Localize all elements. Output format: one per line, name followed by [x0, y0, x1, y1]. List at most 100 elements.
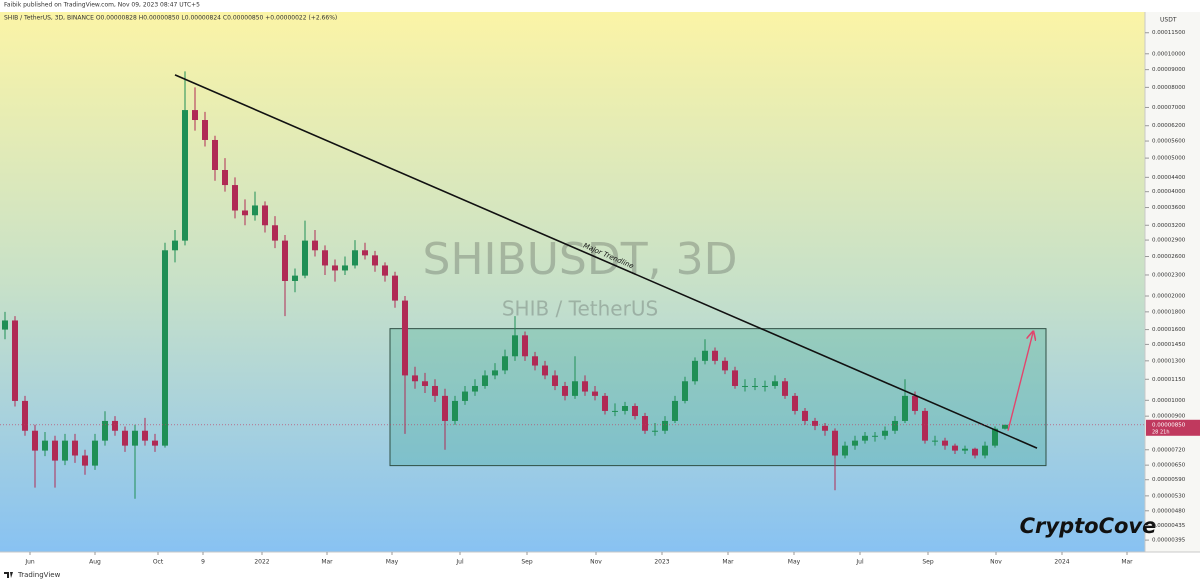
- candle-body: [812, 420, 818, 426]
- x-tick-label: Sep: [521, 559, 533, 566]
- candle-body: [432, 385, 438, 396]
- candle-body: [82, 455, 88, 466]
- brand: CryptoCove: [1020, 514, 1157, 538]
- candle-body: [882, 430, 888, 436]
- watermark-sub: SHIB / TetherUS: [502, 297, 658, 321]
- plot-background: [0, 12, 1145, 552]
- candle-body: [712, 350, 718, 361]
- y-tick-label: 0.00002900: [1152, 238, 1186, 244]
- candle-body: [772, 381, 778, 386]
- y-tick-label: 0.00009000: [1152, 67, 1186, 73]
- candle-body: [32, 430, 38, 451]
- candle-body: [542, 365, 548, 376]
- candle-body: [452, 400, 458, 421]
- countdown: 28 21h: [1152, 429, 1169, 435]
- price-axis-background: [1145, 12, 1200, 552]
- candle-body: [782, 381, 788, 396]
- candle-body: [422, 381, 428, 386]
- price-label: 0.00000850: [1152, 422, 1186, 428]
- x-tick-label: Sep: [922, 559, 934, 566]
- x-tick-label: Mar: [1121, 559, 1133, 566]
- x-tick-label: Mar: [722, 559, 734, 566]
- x-tick-label: Jun: [24, 559, 35, 566]
- x-tick-label: Jul: [855, 559, 864, 566]
- candle-body: [332, 265, 338, 271]
- candle-body: [312, 240, 318, 251]
- y-tick-label: 0.00000650: [1152, 463, 1186, 469]
- candle-body: [322, 250, 328, 266]
- candle-body: [372, 255, 378, 266]
- y-tick-label: 0.00005600: [1152, 139, 1186, 145]
- projection-arrow: [1007, 332, 1033, 431]
- y-tick-label: 0.00000900: [1152, 414, 1186, 420]
- candle-body: [822, 425, 828, 431]
- candle-body: [512, 335, 518, 357]
- y-tick-label: 0.00005000: [1152, 156, 1186, 162]
- y-tick-label: 0.00002300: [1152, 272, 1186, 278]
- y-tick-label: 0.00006200: [1152, 123, 1186, 129]
- candle-body: [42, 440, 48, 451]
- y-tick-label: 0.00007000: [1152, 105, 1186, 111]
- candle-body: [412, 375, 418, 382]
- candle-body: [692, 360, 698, 382]
- x-tick-label: Nov: [590, 559, 602, 566]
- candle-body: [122, 430, 128, 446]
- y-tick-label: 0.00004400: [1152, 175, 1186, 181]
- candle-body: [602, 395, 608, 411]
- candle-body: [402, 300, 408, 376]
- x-tick-label: Jul: [455, 559, 464, 566]
- y-tick-label: 0.00001600: [1152, 327, 1186, 333]
- candle-body: [592, 391, 598, 396]
- x-tick-label: Oct: [153, 559, 164, 566]
- logo: TradingView: [17, 571, 61, 579]
- candle-body: [52, 440, 58, 461]
- candle-body: [172, 240, 178, 251]
- candle-body: [762, 385, 768, 387]
- candle-body: [672, 400, 678, 421]
- x-tick-label: Mar: [321, 559, 333, 566]
- x-tick-label: May: [788, 559, 801, 566]
- candle-body: [12, 320, 18, 401]
- x-tick-label: 2024: [1054, 559, 1069, 566]
- candle-body: [102, 420, 108, 441]
- candle-body: [862, 435, 868, 441]
- candle-body: [902, 395, 908, 421]
- candle-body: [362, 250, 368, 256]
- candle-body: [192, 110, 198, 121]
- candle-body: [92, 440, 98, 466]
- candle-body: [722, 360, 728, 371]
- candle-body: [982, 445, 988, 456]
- candle-body: [662, 420, 668, 431]
- candle-body: [212, 139, 218, 170]
- symbol-legend: SHIB / TetherUS, 3D, BINANCE O0.00000828…: [4, 15, 337, 22]
- logo-icon: [4, 572, 13, 578]
- candle-body: [922, 410, 928, 441]
- candle-body: [292, 275, 298, 281]
- candle-body: [852, 440, 858, 446]
- candle-body: [892, 420, 898, 431]
- y-tick-label: 0.00001800: [1152, 309, 1186, 315]
- y-tick-label: 0.00000435: [1152, 523, 1186, 529]
- candle-body: [572, 381, 578, 396]
- candle-body: [482, 375, 488, 386]
- candle-body: [232, 185, 238, 211]
- candle-body: [792, 395, 798, 411]
- x-tick-label: 2022: [254, 559, 269, 566]
- publisher: Faibik published on TradingView.com, Nov…: [4, 2, 200, 9]
- candle-body: [962, 448, 968, 451]
- candle-body: [642, 416, 648, 431]
- candle-body: [802, 410, 808, 421]
- candle-body: [392, 275, 398, 301]
- y-tick-label: 0.00002000: [1152, 294, 1186, 300]
- y-tick-label: 0.00000720: [1152, 447, 1186, 453]
- price-label-box: [1146, 419, 1200, 436]
- candle-body: [242, 210, 248, 216]
- candle-body: [842, 445, 848, 456]
- x-tick-label: 9: [201, 559, 205, 566]
- candle-body: [492, 370, 498, 376]
- candle-body: [352, 250, 358, 266]
- y-tick-label: 0.00001150: [1152, 377, 1186, 383]
- candle-body: [382, 265, 388, 276]
- y-tick-label: 0.00008000: [1152, 85, 1186, 91]
